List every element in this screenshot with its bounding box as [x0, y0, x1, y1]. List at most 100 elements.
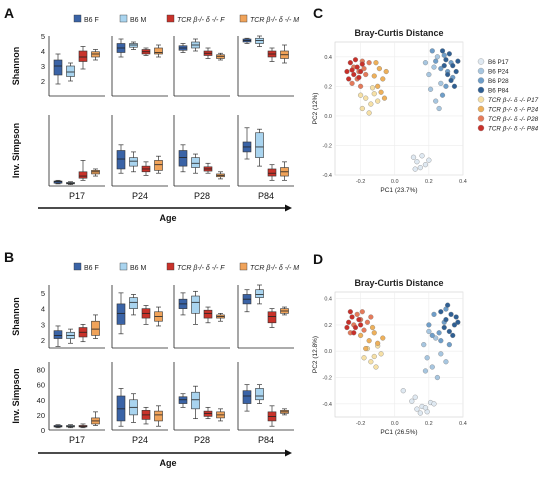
b-box-1-1-3	[154, 410, 163, 422]
b-ytick-0-2: 3	[41, 320, 45, 329]
b-ylabel-1: Inv. Simpson	[11, 368, 21, 423]
b-box-0-3-2	[267, 311, 277, 324]
c-point-0-5	[426, 157, 432, 163]
c-point-3-3	[450, 63, 456, 69]
d-point-5-3	[375, 340, 381, 346]
d-point-3-0	[438, 309, 444, 315]
a-legend-label-0: B6 F	[84, 17, 99, 24]
a-ytick-0-0: 5	[41, 32, 45, 41]
a-box-0-0-0	[53, 59, 63, 76]
d-point-7-3	[356, 317, 362, 323]
b-legend-swatch-2	[166, 262, 175, 271]
c-point-1-5	[427, 86, 434, 92]
d-point-6-2	[361, 327, 367, 333]
d-point-4-5	[361, 355, 367, 361]
a-ylabel-0: Shannon	[11, 47, 21, 86]
a-box-1-2-0	[178, 150, 188, 167]
a-box-0-0-2	[78, 50, 88, 62]
a-box-1-0-2	[78, 171, 88, 179]
pcoa-legend-label-3: B6 P84	[488, 88, 509, 95]
pcoa-legend-dot-7	[477, 124, 485, 132]
b-ytick-0-3: 2	[41, 336, 45, 345]
a-ytick-0-1: 4	[41, 47, 45, 56]
c-point-5-1	[380, 76, 386, 82]
d-point-5-2	[371, 330, 377, 336]
c-point-5-7	[373, 60, 379, 66]
c-point-4-6	[369, 85, 376, 91]
c-point-7-1	[351, 71, 357, 78]
d-point-0-0	[400, 388, 406, 394]
a-category-0: P17	[69, 191, 85, 201]
pcoa-legend-dot-0	[477, 58, 485, 65]
c-xtick-0: -0.2	[356, 179, 365, 185]
d-point-1-7	[443, 359, 449, 365]
c-title: Bray-Curtis Distance	[354, 28, 443, 38]
c-point-1-2	[431, 64, 437, 70]
c-point-3-5	[448, 77, 454, 83]
b-ylabel-0: Shannon	[11, 297, 21, 336]
d-ytick-3: -0.2	[323, 376, 332, 382]
a-ytick-0-2: 3	[41, 62, 45, 71]
b-box-0-0-3	[91, 320, 100, 336]
d-point-1-2	[429, 364, 435, 370]
c-point-0-4	[417, 165, 423, 171]
c-point-5-0	[376, 66, 382, 72]
c-point-7-5	[352, 57, 359, 63]
d-point-3-5	[453, 314, 459, 320]
c-point-4-5	[375, 98, 381, 104]
d-point-4-3	[368, 359, 374, 365]
d-point-5-6	[369, 324, 376, 331]
b-legend-label-2: TCR β-/- δ -/- F	[177, 265, 225, 272]
pcoa-legend-dot-3	[477, 86, 485, 94]
d-point-7-1	[349, 314, 355, 320]
d-point-7-5	[351, 330, 357, 336]
c-point-3-2	[446, 51, 452, 57]
c-point-7-8	[344, 68, 350, 75]
b-legend-label-3: TCR β-/- δ -/- M	[250, 265, 299, 272]
d-xlabel: PC1 (26.5%)	[380, 429, 417, 436]
d-point-5-1	[366, 338, 372, 344]
a-age-arrowhead	[285, 204, 292, 212]
pcoa-legend-dot-2	[477, 77, 485, 84]
c-point-5-3	[383, 68, 389, 75]
b-ytick-1-3: 20	[37, 411, 45, 420]
c-point-7-9	[359, 61, 365, 67]
a-box-0-1-3	[154, 47, 163, 55]
b-ytick-1-4: 0	[41, 426, 45, 435]
pcoa-legend-label-0: B6 P17	[488, 59, 509, 66]
c-point-7-7	[356, 74, 362, 81]
a-legend-swatch-0	[73, 14, 82, 23]
pcoa-legend-dot-6	[477, 115, 485, 122]
d-point-0-8	[422, 405, 429, 411]
d-point-3-2	[448, 311, 454, 317]
c-point-1-3	[434, 54, 440, 60]
d-point-7-4	[347, 309, 353, 315]
b-legend-label-1: B6 M	[130, 265, 147, 272]
b-category-0: P17	[69, 435, 85, 445]
d-point-6-4	[364, 319, 371, 325]
c-point-7-0	[347, 60, 353, 66]
d-point-1-6	[434, 374, 440, 381]
d-point-7-6	[358, 322, 364, 328]
c-point-2-1	[433, 58, 439, 64]
c-xlabel: PC1 (23.7%)	[380, 187, 417, 194]
d-point-2-4	[446, 342, 452, 348]
d-point-3-4	[446, 328, 452, 335]
d-point-3-7	[450, 332, 456, 338]
d-point-4-4	[378, 351, 384, 357]
c-point-7-3	[346, 76, 352, 82]
c-point-7-6	[349, 67, 355, 73]
c-point-2-5	[443, 83, 449, 89]
a-legend-label-1: B6 M	[130, 17, 147, 24]
c-point-6-4	[363, 71, 369, 78]
c-point-1-1	[426, 71, 432, 78]
d-ytick-0: 0.4	[324, 297, 332, 303]
d-point-4-6	[373, 364, 379, 370]
b-legend-swatch-1	[119, 262, 128, 271]
c-point-2-3	[441, 52, 447, 58]
d-point-1-4	[438, 351, 444, 357]
a-legend-swatch-1	[119, 14, 128, 23]
d-point-1-8	[422, 368, 429, 374]
b-xlabel: Age	[159, 458, 176, 468]
